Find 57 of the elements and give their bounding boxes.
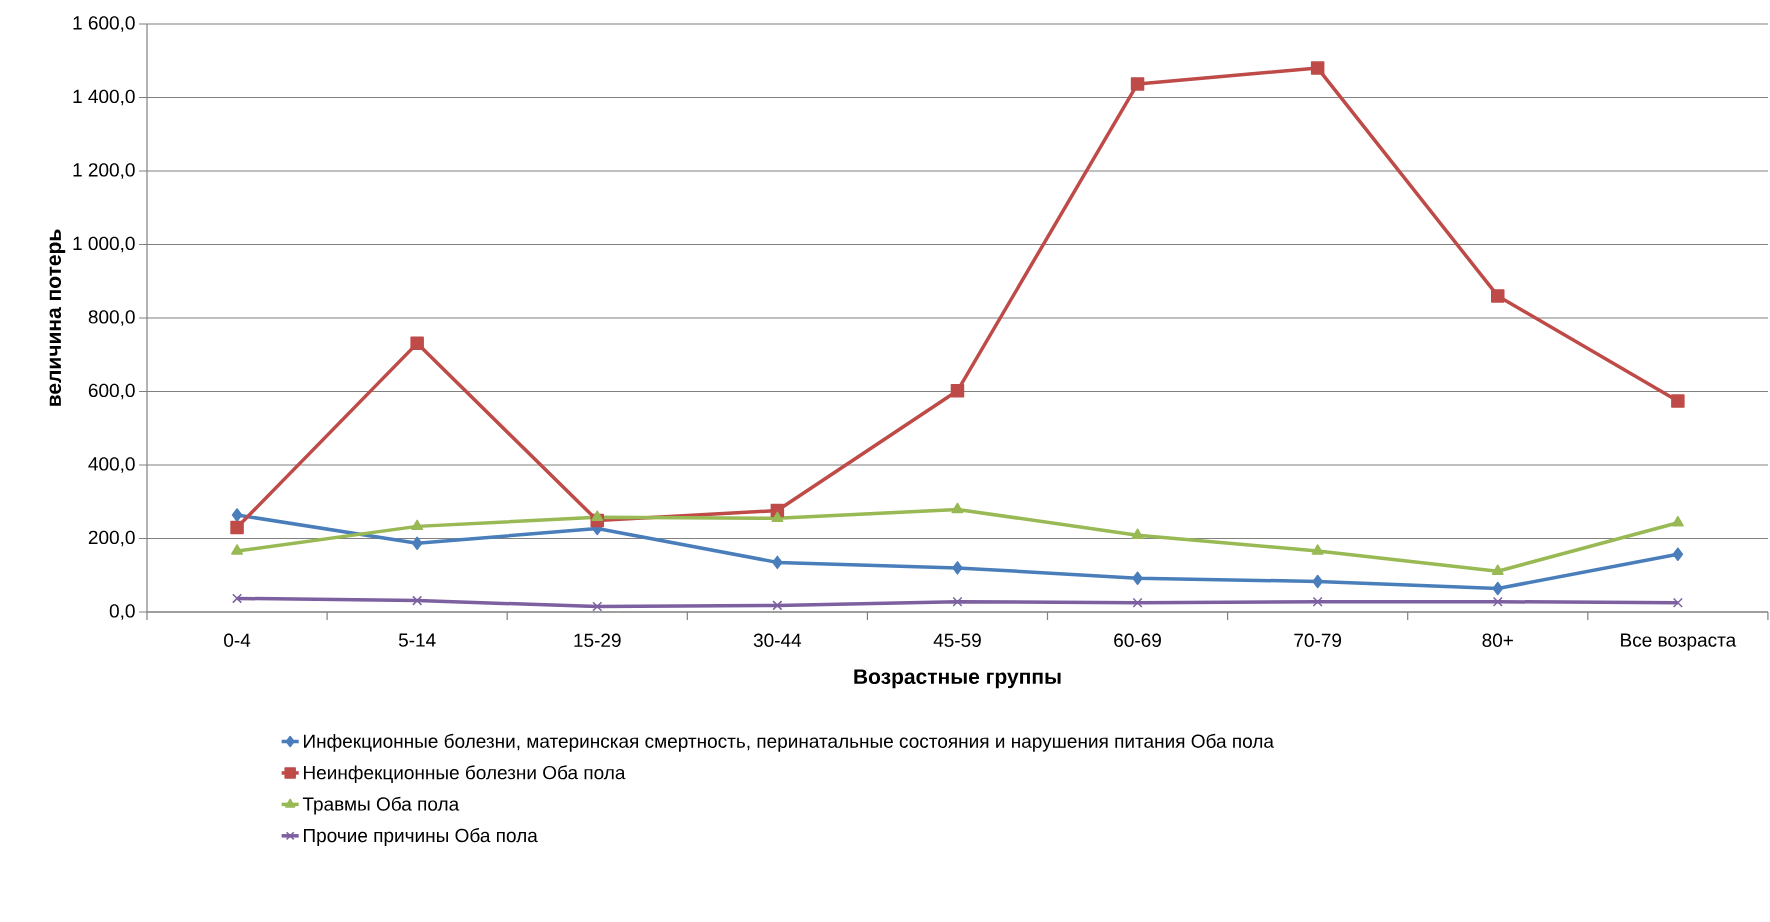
point xyxy=(1132,597,1143,608)
y-tick-label: 1 200,0 xyxy=(73,163,135,179)
legend-label: Травмы Оба пола xyxy=(302,796,460,815)
y-tick-label: 1 600,0 xyxy=(73,16,135,32)
y-tick-label: 1 400,0 xyxy=(73,89,135,106)
y-tick-label: 200,0 xyxy=(88,530,135,547)
point xyxy=(952,561,963,575)
point xyxy=(1312,596,1323,607)
point xyxy=(411,519,424,531)
y-tick-label: 400,0 xyxy=(88,457,135,473)
point xyxy=(1672,547,1684,562)
point xyxy=(951,502,964,514)
x-tick-label: 30-44 xyxy=(753,633,802,647)
x-tick-label: 0-4 xyxy=(224,633,251,647)
point xyxy=(412,595,423,606)
point xyxy=(410,336,424,351)
point xyxy=(1131,528,1144,539)
x-tick-label: Все возраста xyxy=(1621,633,1737,651)
y-tick-label: 0,0 xyxy=(109,604,135,620)
x-tick-label: 70-79 xyxy=(1294,633,1342,647)
legend-label: Инфекционные болезни, материнская смертность, перинатальные состояния и нарушения питания Оба пола xyxy=(304,733,1274,752)
point xyxy=(1130,77,1145,91)
x-axis-title: Возрастные группы xyxy=(854,669,1061,689)
y-tick-label: 600,0 xyxy=(88,383,135,400)
point xyxy=(771,511,784,523)
point xyxy=(231,508,243,522)
point xyxy=(411,536,423,551)
x-tick-label: 60-69 xyxy=(1114,633,1161,647)
point xyxy=(592,601,603,612)
point xyxy=(1671,394,1685,408)
point xyxy=(952,596,963,607)
x-tick-label: 15-29 xyxy=(574,633,621,647)
point xyxy=(232,593,243,604)
y-axis-title: величина потерь xyxy=(49,229,66,406)
point xyxy=(950,384,965,398)
point xyxy=(1310,61,1325,75)
point xyxy=(1671,515,1684,527)
point xyxy=(1311,544,1324,555)
point xyxy=(1672,597,1683,608)
point xyxy=(772,555,783,570)
point xyxy=(1312,574,1323,589)
point xyxy=(772,600,783,611)
point xyxy=(1132,571,1143,585)
point xyxy=(1491,564,1504,575)
point xyxy=(1492,581,1504,596)
x-tick-label: 80+ xyxy=(1482,633,1513,647)
point xyxy=(231,544,243,555)
x-tick-label: 5-14 xyxy=(398,633,436,647)
legend-label: Прочие причины Оба пола xyxy=(303,828,538,846)
point xyxy=(1491,289,1505,303)
x-tick-label: 45-59 xyxy=(933,633,981,647)
point xyxy=(591,510,604,521)
legend-label: Неинфекционные болезни Оба пола xyxy=(304,765,626,784)
point xyxy=(230,520,244,535)
y-tick-label: 1 000,0 xyxy=(73,236,135,253)
y-tick-label: 800,0 xyxy=(88,310,135,326)
point xyxy=(1492,596,1503,607)
